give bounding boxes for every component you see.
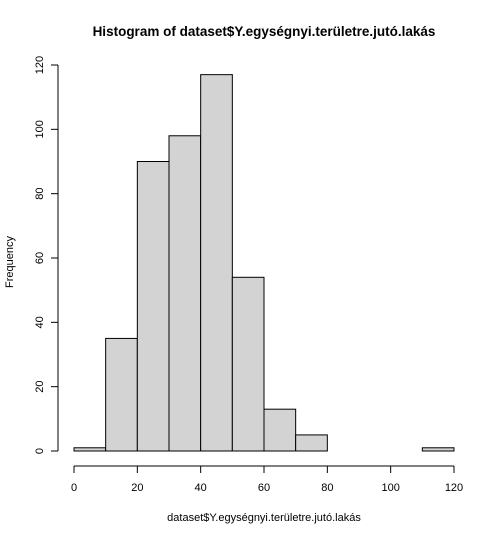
y-tick-label: 120 [34,56,46,74]
chart-title: Histogram of dataset$Y.egységnyi.terület… [93,24,436,39]
x-tick-label: 100 [381,482,399,494]
y-tick-label: 60 [34,252,46,264]
histogram-bar [295,434,328,452]
x-axis-ticks: 0 20 40 60 80 100 120 [71,466,463,494]
y-tick-label: 0 [34,448,46,454]
x-tick-label: 120 [445,482,463,494]
x-tick-label: 60 [258,482,270,494]
x-tick-label: 80 [321,482,333,494]
y-tick-label: 100 [34,120,46,138]
y-tick-label: 80 [34,188,46,200]
bars-group [73,74,455,452]
histogram-bar [421,447,455,452]
y-axis-label: Frequency [4,236,16,288]
y-tick-label: 40 [34,316,46,328]
histogram-bar [136,161,170,452]
y-axis-ticks: 0 20 40 60 80 100 120 [34,56,58,454]
histogram-bar [200,74,233,452]
x-tick-label: 0 [71,482,77,494]
y-tick-label: 20 [34,381,46,393]
x-tick-label: 40 [195,482,207,494]
histogram-bar [73,447,107,452]
histogram-bar [263,408,297,452]
histogram-bar [168,135,202,452]
x-tick-label: 20 [131,482,143,494]
histogram-bar [231,276,265,452]
x-axis-label: dataset$Y.egységnyi.területre.jutó.lakás [167,512,361,524]
histogram-bar [105,337,138,452]
